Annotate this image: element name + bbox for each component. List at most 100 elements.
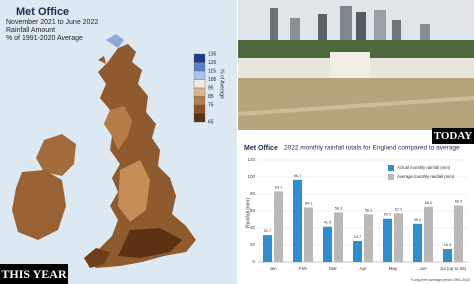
scale-tick-label: 105	[208, 77, 217, 83]
path	[238, 96, 474, 116]
tower	[340, 6, 352, 48]
shetland	[106, 34, 124, 48]
bar	[413, 223, 422, 262]
tower	[290, 18, 300, 48]
scale-swatch	[193, 70, 206, 80]
x-tick-label: Jun	[419, 266, 427, 271]
scale-tick-label: 135	[208, 51, 217, 57]
value-label: 57.2	[395, 207, 402, 211]
great-britain	[84, 44, 196, 268]
x-tick-label: Apr	[359, 266, 367, 271]
badge-today: TODAY	[434, 130, 473, 142]
chart-note: *Long-term average period 1991-2020	[411, 278, 470, 282]
y-tick-label: 120	[247, 157, 255, 162]
x-tick-label: Mar	[329, 266, 337, 271]
bar	[293, 179, 302, 262]
map-subtitle: Rainfall Amount	[6, 27, 55, 34]
bar	[323, 226, 332, 262]
ireland	[12, 170, 66, 240]
badge-box	[0, 264, 68, 284]
bar	[364, 214, 373, 262]
chart-title: 2022 monthly rainfall totals for England…	[284, 145, 460, 152]
value-label: 83.1	[275, 185, 282, 189]
value-label: 15.3	[444, 243, 451, 247]
bar	[394, 213, 403, 262]
y-axis-label: Rainfall (mm)	[245, 198, 251, 228]
queens-house	[330, 52, 370, 78]
value-label: 65.0	[425, 201, 432, 205]
legend-swatch	[388, 165, 394, 171]
x-tick-label: May	[389, 266, 398, 271]
map-measure: % of 1991-2020 Average	[6, 35, 83, 42]
scale-tick-label: 65	[208, 119, 214, 125]
y-tick-label: 20	[250, 242, 256, 247]
scale-swatch	[193, 62, 206, 72]
legend-label: Actual monthly rainfall (mm)	[397, 165, 451, 170]
ireland-north	[36, 134, 76, 176]
bar	[274, 191, 283, 262]
scale-tick-label: 95	[208, 85, 214, 91]
badge-box	[432, 128, 474, 144]
scale-tick-label: 85	[208, 94, 214, 100]
uk-map	[12, 34, 196, 268]
tower	[356, 12, 366, 48]
tower	[374, 10, 386, 48]
y-tick-label: 80	[250, 191, 256, 196]
y-tick-label: 40	[250, 225, 256, 230]
chart-background	[432, 144, 474, 284]
y-tick-label: 100	[247, 174, 255, 179]
x-tick-label: Feb	[299, 266, 307, 271]
y-tick-label: 0	[252, 259, 255, 264]
value-label: 58.3	[335, 206, 342, 210]
scale-swatch	[193, 87, 206, 97]
scale-swatch	[193, 104, 206, 114]
hebrides	[98, 56, 106, 64]
badge-this-year: THIS YEAR	[1, 267, 67, 281]
bar	[454, 205, 463, 262]
bar	[304, 207, 313, 262]
scale-swatch	[193, 96, 206, 106]
bar	[263, 235, 272, 262]
value-label: 64.1	[305, 202, 312, 206]
bar-chart: 0 20 40 60 80 100 120 Jan 31.7 83.1 Feb 96.7 64.1 Mar…	[247, 157, 468, 271]
scale-swatch	[193, 113, 206, 123]
scale-title: % of Average	[219, 69, 225, 99]
value-label: 31.7	[264, 229, 271, 233]
south-england	[118, 228, 182, 258]
photo	[238, 0, 474, 130]
legend-label: Average monthly rainfall (mm)	[397, 174, 455, 179]
bar	[334, 212, 343, 262]
bar	[353, 241, 362, 262]
y-tick-label: 60	[250, 208, 256, 213]
trees	[238, 40, 474, 62]
color-scale: 135 125 115 105 95 85 75 65	[193, 51, 217, 125]
tower	[420, 24, 430, 48]
scale-swatch	[193, 79, 206, 89]
scale-tick-label: 115	[208, 68, 216, 74]
value-label: 41.5	[324, 221, 331, 225]
value-label: 24.7	[354, 235, 361, 239]
value-label: 66.5	[455, 199, 462, 203]
x-tick-label: Jan	[269, 266, 277, 271]
tower	[392, 20, 401, 48]
legend-swatch	[388, 174, 394, 180]
tower	[270, 8, 278, 48]
value-label: 50.9	[384, 213, 391, 217]
scotland-south	[104, 106, 132, 150]
value-label: 45.0	[414, 218, 421, 222]
bar	[424, 206, 433, 262]
cornwall	[84, 248, 110, 268]
value-label: 56.1	[365, 208, 372, 212]
map-logo: Met Office	[16, 6, 69, 18]
chart-logo: Met Office	[244, 145, 278, 152]
scale-tick-label: 75	[208, 102, 214, 108]
bar	[443, 248, 452, 262]
map-title: November 2021 to June 2022	[6, 19, 98, 26]
midlands	[118, 160, 150, 222]
tower	[318, 14, 327, 48]
scale-swatch	[193, 53, 206, 63]
x-tick-label: Jul (up to 25)	[440, 266, 467, 271]
scale-tick-label: 125	[208, 60, 217, 66]
bar	[383, 218, 392, 262]
